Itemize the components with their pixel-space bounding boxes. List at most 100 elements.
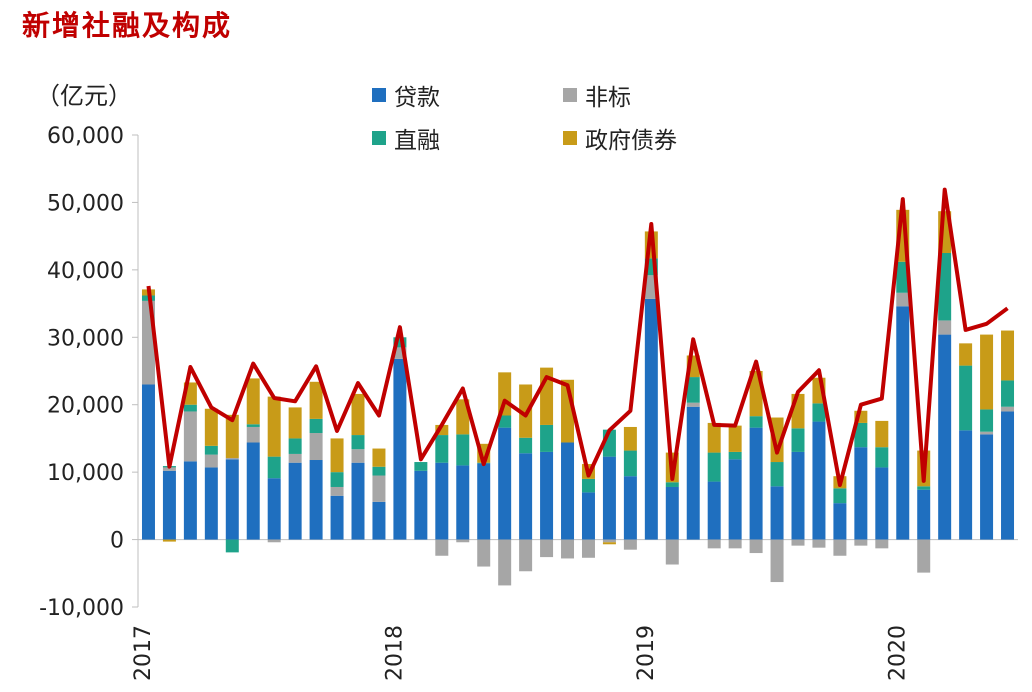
bar-segment bbox=[749, 539, 763, 554]
bar-segment bbox=[791, 428, 805, 452]
bar-segment bbox=[959, 365, 973, 431]
bar-segment bbox=[707, 481, 721, 540]
bar-segment bbox=[791, 451, 805, 540]
bar-segment bbox=[162, 470, 176, 540]
bar-segment bbox=[896, 306, 910, 540]
bar-segment bbox=[917, 539, 931, 573]
bar-segment bbox=[330, 438, 344, 473]
bar-segment bbox=[288, 407, 302, 439]
bar-segment bbox=[183, 411, 197, 462]
bar-segment bbox=[183, 404, 197, 412]
bar-segment bbox=[351, 393, 365, 436]
x-tick-label: 2020 bbox=[885, 625, 910, 681]
bar-segment bbox=[204, 445, 218, 455]
y-tick-label: 10,000 bbox=[47, 461, 124, 486]
bar-segment bbox=[581, 478, 595, 493]
bar-segment bbox=[393, 358, 407, 540]
y-tick-label: 20,000 bbox=[47, 394, 124, 419]
bar-segment bbox=[519, 453, 533, 540]
bar-segment bbox=[225, 459, 239, 540]
bar-segment bbox=[917, 486, 931, 490]
bar-segment bbox=[288, 438, 302, 454]
bar-segment bbox=[623, 426, 637, 451]
bar-segment bbox=[875, 539, 889, 549]
bar-segment bbox=[288, 453, 302, 463]
bar-segment bbox=[959, 343, 973, 366]
bar-segment bbox=[812, 539, 826, 548]
bar-segment bbox=[309, 433, 323, 461]
bar-segment bbox=[456, 434, 470, 466]
bar-segment bbox=[770, 462, 784, 487]
bar-segment bbox=[267, 478, 281, 540]
bar-segment bbox=[225, 539, 239, 553]
bar-segment bbox=[288, 462, 302, 540]
bar-segment bbox=[602, 456, 616, 540]
bar-segment bbox=[267, 396, 281, 457]
bar-segment bbox=[728, 425, 742, 452]
bar-segment bbox=[875, 467, 889, 540]
bar-segment bbox=[309, 418, 323, 434]
bar-segment bbox=[665, 482, 679, 487]
bar-segment bbox=[833, 503, 847, 540]
bar-segment bbox=[917, 489, 931, 540]
bar-segment bbox=[707, 452, 721, 482]
bar-segment bbox=[875, 420, 889, 448]
bar-segment bbox=[1001, 380, 1015, 407]
bar-segment bbox=[896, 292, 910, 307]
legend-item-direct-financing: 直融 bbox=[372, 121, 440, 155]
bar-segment bbox=[938, 334, 952, 540]
bar-segment bbox=[309, 381, 323, 419]
bar-segment bbox=[980, 431, 994, 435]
y-tick-label: 30,000 bbox=[47, 326, 124, 351]
legend-swatch-gov-bonds bbox=[563, 131, 577, 145]
bar-segment bbox=[686, 377, 700, 403]
bar-segment bbox=[812, 421, 826, 540]
bar-segment bbox=[141, 384, 155, 540]
bar-segment bbox=[456, 465, 470, 540]
bar-segment bbox=[581, 492, 595, 540]
bar-segment bbox=[351, 449, 365, 463]
bar-segment bbox=[204, 408, 218, 446]
bar-segment bbox=[728, 451, 742, 460]
bar-segment bbox=[896, 261, 910, 293]
bar-segment bbox=[623, 476, 637, 540]
bar-segment bbox=[162, 539, 176, 542]
bar-segment bbox=[456, 539, 470, 543]
bar-segment bbox=[393, 347, 407, 359]
bar-segment bbox=[267, 456, 281, 479]
bar-segment bbox=[519, 539, 533, 572]
bar-segment bbox=[183, 461, 197, 540]
bar-segment bbox=[456, 399, 470, 435]
bar-segment bbox=[414, 462, 428, 471]
bar-segment bbox=[498, 427, 512, 540]
bar-segment bbox=[162, 467, 176, 471]
bar-segment bbox=[204, 467, 218, 540]
bar-segment bbox=[351, 435, 365, 450]
bar-segment bbox=[749, 416, 763, 428]
bar-segment bbox=[980, 334, 994, 410]
bar-segment bbox=[540, 451, 554, 540]
bar-segment bbox=[435, 462, 449, 540]
bar-segment bbox=[833, 539, 847, 556]
bar-segment bbox=[833, 488, 847, 504]
bar-segment bbox=[728, 459, 742, 540]
bar-segment bbox=[351, 462, 365, 540]
bar-segment bbox=[477, 463, 491, 540]
bar-segment bbox=[854, 447, 868, 540]
bar-segment bbox=[267, 539, 281, 543]
legend-swatch-nonstandard bbox=[563, 88, 577, 102]
bar-segment bbox=[854, 422, 868, 448]
legend-label-nonstandard: 非标 bbox=[585, 85, 631, 111]
bar-segment bbox=[665, 539, 679, 565]
bar-segment bbox=[854, 539, 868, 546]
bar-segment bbox=[728, 539, 742, 549]
bar-segment bbox=[602, 542, 616, 545]
bar-segment bbox=[435, 424, 449, 436]
bar-segment bbox=[665, 486, 679, 540]
bar-segment bbox=[540, 424, 554, 452]
bar-segment bbox=[498, 539, 512, 586]
bar-segment bbox=[246, 426, 260, 443]
bar-segment bbox=[225, 414, 239, 458]
bar-segment bbox=[1001, 406, 1015, 412]
bar-segment bbox=[225, 457, 239, 460]
